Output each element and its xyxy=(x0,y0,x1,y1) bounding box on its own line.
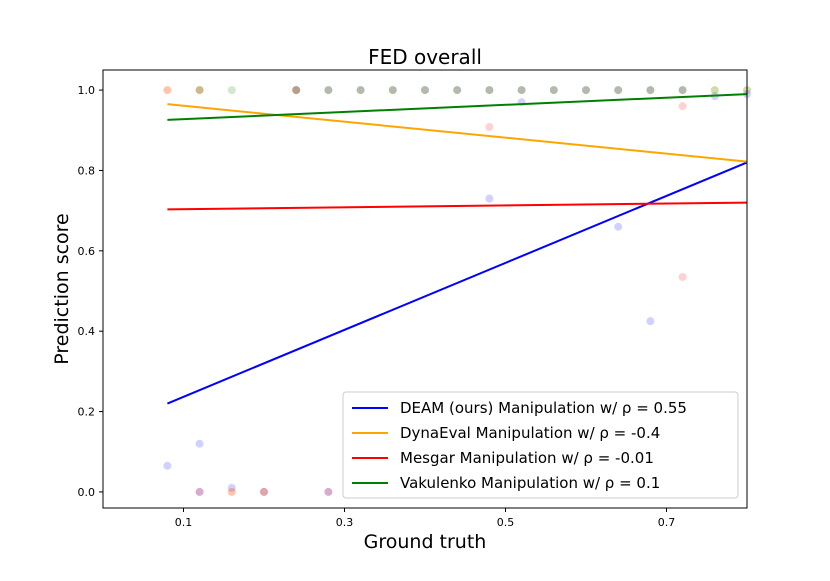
series-3-point-5 xyxy=(388,86,397,95)
series-0-point-16 xyxy=(549,86,558,95)
series-0-point-21 xyxy=(646,86,655,95)
series-2-point-1 xyxy=(678,102,687,111)
series-0-point-2 xyxy=(195,487,204,496)
series-1-point-8 xyxy=(485,86,494,95)
legend-label-0: DEAM (ours) Manipulation w/ ρ = 0.55 xyxy=(400,399,687,417)
y-tick-label-4: 0.8 xyxy=(78,164,96,177)
lines-layer xyxy=(167,93,748,405)
series-0-point-4 xyxy=(260,487,268,496)
legend-label-2: Mesgar Manipulation w/ ρ = -0.01 xyxy=(400,449,654,467)
series-3-point-6 xyxy=(421,86,429,95)
y-tick-label-2: 0.4 xyxy=(78,325,96,338)
series-2-fit-line xyxy=(167,201,748,211)
series-1-point-7 xyxy=(453,86,462,95)
series-1-point-13 xyxy=(646,86,655,95)
series-1-point-9 xyxy=(517,86,526,95)
series-3-point-10 xyxy=(549,86,558,95)
series-1-point-2 xyxy=(292,86,301,95)
series-0-point-11 xyxy=(453,86,462,95)
series-0-point-12 xyxy=(485,194,494,203)
series-2-point-6 xyxy=(324,487,333,496)
series-3-point-3 xyxy=(324,86,333,95)
series-2-point-2 xyxy=(678,272,687,281)
series-1-point-14 xyxy=(678,86,687,95)
series-3-point-15 xyxy=(710,86,719,95)
series-1-point-11 xyxy=(582,86,590,95)
series-1-point-3 xyxy=(324,86,333,95)
series-3-point-0 xyxy=(227,86,236,95)
series-0-point-15 xyxy=(517,86,526,95)
series-2-point-9 xyxy=(195,86,204,95)
x-axis-label: Ground truth xyxy=(364,531,487,553)
series-3-point-12 xyxy=(614,86,623,95)
series-1-point-10 xyxy=(549,86,558,95)
x-tick-label-0: 0.1 xyxy=(175,516,193,529)
series-1-point-12 xyxy=(614,86,623,95)
series-0-point-6 xyxy=(292,86,301,95)
series-0-point-13 xyxy=(485,86,494,95)
x-tick-label-1: 0.3 xyxy=(336,516,354,529)
series-1-point-17 xyxy=(260,487,268,496)
series-3-point-1 xyxy=(195,86,204,95)
series-2-point-7 xyxy=(292,86,301,95)
y-tick-label-1: 0.2 xyxy=(78,406,96,419)
series-3-point-9 xyxy=(517,86,526,95)
series-0-point-5 xyxy=(324,487,333,496)
series-3-point-2 xyxy=(292,86,301,95)
series-1-fit-line xyxy=(167,103,748,163)
y-tick-label-5: 1.0 xyxy=(78,84,96,97)
series-1-point-15 xyxy=(710,86,719,95)
plot-frame xyxy=(102,69,748,509)
series-0-point-0 xyxy=(163,461,172,470)
legend-label-3: Vakulenko Manipulation w/ ρ = 0.1 xyxy=(400,474,660,492)
series-0-fit-line xyxy=(167,161,748,405)
series-3-point-14 xyxy=(678,86,687,95)
series-2-point-3 xyxy=(260,487,268,496)
legend: DEAM (ours) Manipulation w/ ρ = 0.55 Dyna… xyxy=(342,391,739,499)
y-tick-label-0: 0.0 xyxy=(78,486,96,499)
series-1-point-5 xyxy=(388,86,397,95)
series-2-point-8 xyxy=(163,86,172,95)
series-2-point-0 xyxy=(485,123,494,132)
x-ticks: 0.1 0.3 0.5 0.7 xyxy=(175,508,676,529)
y-axis-label: Prediction score xyxy=(51,213,73,364)
legend-label-1: DynaEval Manipulation w/ ρ = -0.4 xyxy=(400,424,660,442)
series-0-point-19 xyxy=(614,86,623,95)
y-tick-label-3: 0.6 xyxy=(78,245,96,258)
series-1-point-4 xyxy=(356,86,365,95)
points-layer xyxy=(163,86,751,496)
series-1-point-0 xyxy=(163,86,172,95)
series-0-point-20 xyxy=(646,317,655,326)
legend-box xyxy=(342,391,739,499)
series-2-point-4 xyxy=(227,487,236,496)
series-3-point-7 xyxy=(453,86,462,95)
series-0-point-22 xyxy=(678,86,687,95)
series-0-point-7 xyxy=(324,86,333,95)
series-1-point-6 xyxy=(421,86,429,95)
series-3-point-11 xyxy=(582,86,590,95)
series-3-point-13 xyxy=(646,86,655,95)
x-tick-label-3: 0.7 xyxy=(658,516,676,529)
series-0-point-1 xyxy=(195,439,204,448)
series-0-point-18 xyxy=(614,222,623,231)
series-0-point-17 xyxy=(582,86,590,95)
series-1-point-1 xyxy=(195,86,204,95)
series-1-point-18 xyxy=(227,487,236,496)
series-0-point-10 xyxy=(421,86,429,95)
series-0-point-3 xyxy=(227,483,236,492)
chart-title: FED overall xyxy=(368,45,482,69)
series-2-point-5 xyxy=(195,487,204,496)
y-ticks: 0.0 0.2 0.4 0.6 0.8 1.0 xyxy=(78,84,103,499)
series-3-point-4 xyxy=(356,86,365,95)
series-3-fit-line xyxy=(167,93,748,121)
series-0-point-8 xyxy=(356,86,365,95)
x-tick-label-2: 0.5 xyxy=(497,516,515,529)
series-0-point-9 xyxy=(388,86,397,95)
series-3-point-8 xyxy=(485,86,494,95)
